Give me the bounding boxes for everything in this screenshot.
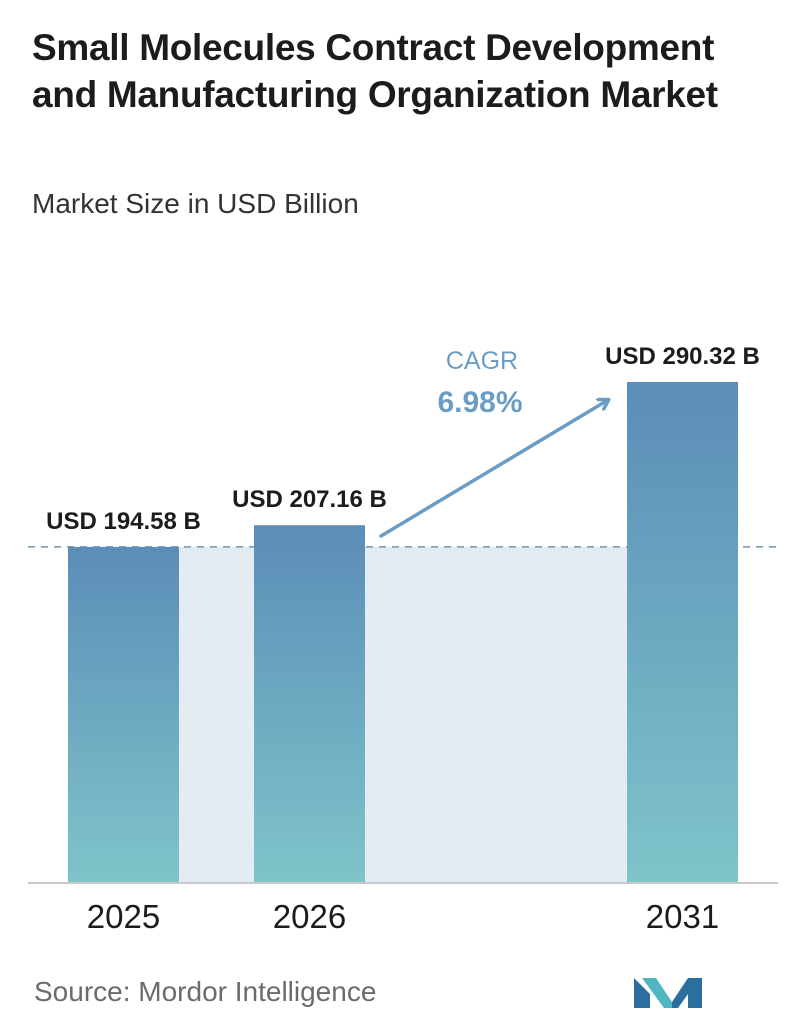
bar-2031 — [627, 382, 738, 882]
bar-chart: USD 194.58 B USD 207.16 B USD 290.32 B 202… — [28, 343, 780, 935]
cagr-arrow — [379, 400, 608, 538]
bar-2025 — [68, 546, 179, 882]
mordor-intelligence-logo-icon — [634, 978, 702, 1008]
x-tick-2025: 2025 — [87, 898, 160, 935]
cagr-value: 6.98% — [437, 386, 522, 419]
x-tick-2031: 2031 — [646, 898, 719, 935]
chart-title: Small Molecules Contract Development and… — [32, 27, 718, 115]
comparison-band — [179, 546, 254, 882]
bar-2026 — [254, 525, 365, 882]
chart-subtitle: Market Size in USD Billion — [32, 188, 359, 219]
data-label-2026: USD 207.16 B — [232, 486, 387, 513]
data-label-2031: USD 290.32 B — [605, 343, 760, 370]
data-label-2025: USD 194.58 B — [46, 508, 201, 535]
x-tick-2026: 2026 — [273, 898, 346, 935]
comparison-band — [365, 546, 627, 882]
source-note: Source: Mordor Intelligence — [34, 976, 377, 1007]
cagr-label: CAGR — [446, 347, 518, 375]
